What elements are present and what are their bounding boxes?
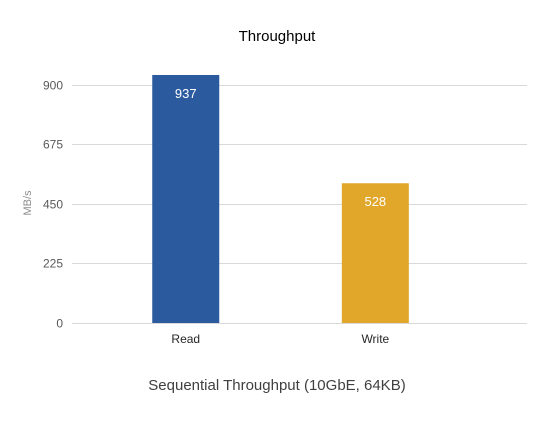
- y-axis-label: MB/s: [22, 190, 34, 216]
- bar-data-labels: 937 528: [175, 86, 386, 209]
- y-tick-label: 900: [43, 79, 63, 93]
- y-tick-label: 225: [43, 257, 63, 271]
- bar-read: [152, 74, 220, 324]
- category-label-write: Write: [361, 332, 389, 346]
- bar-write: [341, 183, 409, 323]
- y-tick-label: 0: [56, 317, 63, 331]
- data-label-read: 937: [175, 86, 197, 101]
- gridlines: [72, 85, 527, 324]
- chart-title: Throughput: [239, 28, 317, 45]
- bars: [152, 74, 409, 324]
- y-tick-label: 450: [43, 198, 63, 212]
- y-tick-label: 675: [43, 138, 63, 152]
- category-label-read: Read: [171, 332, 200, 346]
- chart-subtitle: Sequential Throughput (10GbE, 64KB): [148, 377, 405, 394]
- category-labels: Read Write: [171, 332, 389, 346]
- data-label-write: 528: [364, 194, 386, 209]
- y-tick-labels: 0 225 450 675 900: [43, 79, 63, 331]
